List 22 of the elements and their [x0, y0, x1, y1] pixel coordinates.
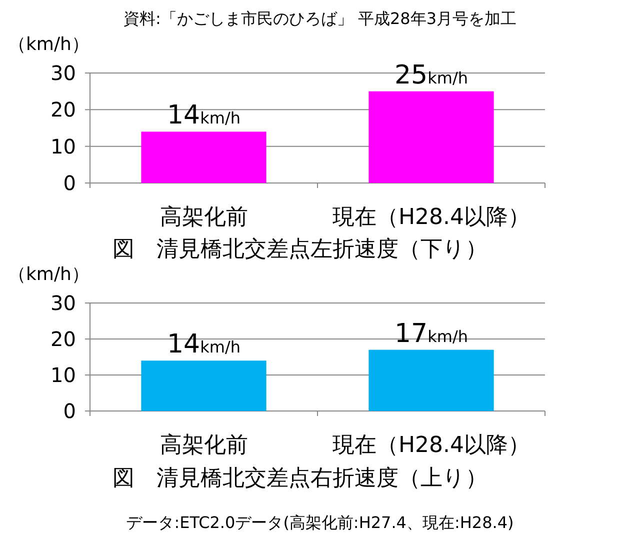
y-tick-label: 30 — [50, 291, 76, 315]
data-label: 14km/h — [167, 330, 240, 360]
text: データ:ETC2.0データ(高架化前:H27.4、現在:H28.4) — [126, 513, 514, 532]
x-tick-label: 現在（H28.4以降） — [332, 433, 530, 458]
y-tick-label: 0 — [63, 399, 76, 423]
x-tick-label: 高架化前 — [160, 205, 248, 230]
y-tick-label: 20 — [50, 327, 76, 351]
text: 図 清見橋北交差点左折速度（下り） — [112, 237, 488, 262]
y-tick-label: 10 — [50, 363, 76, 387]
x-tick-label: 高架化前 — [160, 433, 248, 458]
text: 資料:「かごしま市民のひろば」 平成28年3月号を加工 — [123, 9, 517, 28]
y-tick-label: 0 — [63, 171, 76, 195]
text: 図 清見橋北交差点右折速度（上り） — [112, 466, 488, 491]
y-tick-label: 20 — [50, 98, 76, 122]
y-tick-label: 10 — [50, 134, 76, 158]
y-axis-title: （km/h） — [8, 34, 90, 55]
data-label: 17km/h — [394, 318, 468, 349]
x-tick-label: 現在（H28.4以降） — [332, 205, 530, 230]
data-label: 14km/h — [167, 100, 240, 131]
data-label: 25km/h — [394, 60, 468, 90]
y-tick-label: 30 — [50, 61, 76, 85]
y-axis-title: （km/h） — [8, 264, 90, 285]
